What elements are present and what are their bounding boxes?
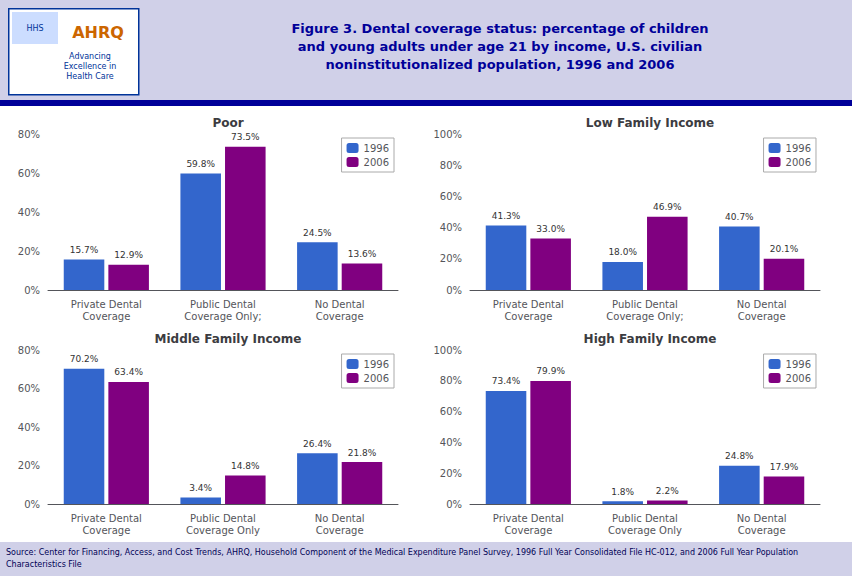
svg-text:40%: 40%: [18, 207, 40, 218]
svg-text:noninstitutionalized populatio: noninstitutionalized population, 1996 an…: [326, 57, 675, 72]
svg-text:1996: 1996: [786, 143, 811, 154]
svg-text:1996: 1996: [364, 143, 389, 154]
svg-text:33.0%: 33.0%: [536, 224, 565, 234]
svg-text:Middle Family Income: Middle Family Income: [155, 332, 302, 346]
svg-text:Coverage: Coverage: [504, 525, 552, 536]
svg-text:17.9%: 17.9%: [770, 462, 799, 472]
svg-text:63.4%: 63.4%: [114, 367, 143, 377]
svg-text:13.6%: 13.6%: [348, 249, 377, 259]
svg-text:20%: 20%: [18, 246, 40, 257]
svg-text:No Dental: No Dental: [315, 513, 365, 524]
svg-text:Source: Center for Financing,: Source: Center for Financing, Access, an…: [6, 548, 801, 557]
svg-text:Poor: Poor: [212, 116, 243, 130]
svg-text:Public Dental: Public Dental: [190, 299, 256, 310]
svg-text:80%: 80%: [440, 160, 462, 171]
svg-text:2006: 2006: [364, 157, 389, 168]
svg-text:Low Family Income: Low Family Income: [586, 116, 714, 130]
svg-text:15.7%: 15.7%: [70, 245, 99, 255]
svg-text:Public Dental: Public Dental: [190, 513, 256, 524]
svg-text:80%: 80%: [18, 129, 40, 140]
svg-text:Coverage: Coverage: [82, 311, 130, 322]
svg-text:26.4%: 26.4%: [303, 439, 332, 449]
svg-text:40%: 40%: [440, 222, 462, 233]
svg-text:Coverage Only;: Coverage Only;: [184, 311, 261, 322]
svg-text:24.5%: 24.5%: [303, 228, 332, 238]
svg-text:0%: 0%: [446, 499, 462, 510]
svg-text:20.1%: 20.1%: [770, 244, 799, 254]
svg-text:73.5%: 73.5%: [231, 132, 260, 142]
svg-text:73.4%: 73.4%: [492, 376, 521, 386]
svg-text:60%: 60%: [18, 168, 40, 179]
svg-text:Coverage Only: Coverage Only: [608, 525, 682, 536]
svg-text:Private Dental: Private Dental: [493, 299, 564, 310]
svg-text:21.8%: 21.8%: [348, 448, 377, 458]
svg-text:40.7%: 40.7%: [725, 212, 754, 222]
svg-text:1996: 1996: [786, 359, 811, 370]
svg-text:60%: 60%: [440, 191, 462, 202]
svg-text:18.0%: 18.0%: [608, 247, 637, 257]
svg-text:Figure 3. Dental coverage stat: Figure 3. Dental coverage status: percen…: [291, 21, 708, 36]
svg-text:20%: 20%: [18, 460, 40, 471]
svg-text:40%: 40%: [18, 422, 40, 433]
svg-text:Private Dental: Private Dental: [71, 513, 142, 524]
svg-text:2006: 2006: [786, 373, 811, 384]
svg-text:Public Dental: Public Dental: [612, 513, 678, 524]
svg-text:No Dental: No Dental: [737, 513, 787, 524]
svg-text:24.8%: 24.8%: [725, 451, 754, 461]
svg-text:1996: 1996: [364, 359, 389, 370]
svg-text:80%: 80%: [440, 375, 462, 386]
svg-text:60%: 60%: [440, 406, 462, 417]
svg-text:3.4%: 3.4%: [189, 483, 212, 493]
svg-text:Coverage: Coverage: [504, 311, 552, 322]
svg-text:100%: 100%: [433, 345, 462, 356]
svg-text:20%: 20%: [440, 468, 462, 479]
svg-text:Private Dental: Private Dental: [493, 513, 564, 524]
svg-text:14.8%: 14.8%: [231, 461, 260, 471]
svg-text:High Family Income: High Family Income: [584, 332, 717, 346]
svg-text:20%: 20%: [440, 253, 462, 264]
svg-text:No Dental: No Dental: [737, 299, 787, 310]
svg-text:Coverage Only: Coverage Only: [186, 525, 260, 536]
svg-text:Health Care: Health Care: [66, 72, 113, 81]
svg-text:0%: 0%: [24, 499, 40, 510]
svg-text:Coverage: Coverage: [82, 525, 130, 536]
svg-text:Coverage: Coverage: [738, 311, 786, 322]
svg-text:Coverage Only;: Coverage Only;: [606, 311, 683, 322]
svg-text:40%: 40%: [440, 437, 462, 448]
svg-text:Characteristics File: Characteristics File: [6, 560, 82, 569]
svg-text:100%: 100%: [433, 129, 462, 140]
svg-text:2.2%: 2.2%: [656, 486, 679, 496]
svg-text:Coverage: Coverage: [316, 311, 364, 322]
svg-text:46.9%: 46.9%: [653, 202, 682, 212]
svg-text:80%: 80%: [18, 345, 40, 356]
svg-text:0%: 0%: [446, 285, 462, 296]
svg-text:12.9%: 12.9%: [114, 250, 143, 260]
svg-text:Public Dental: Public Dental: [612, 299, 678, 310]
svg-text:70.2%: 70.2%: [70, 354, 99, 364]
svg-text:Coverage: Coverage: [738, 525, 786, 536]
svg-text:Coverage: Coverage: [316, 525, 364, 536]
svg-text:1.8%: 1.8%: [611, 487, 634, 497]
svg-text:Excellence in: Excellence in: [64, 62, 117, 71]
svg-text:No Dental: No Dental: [315, 299, 365, 310]
svg-text:2006: 2006: [364, 373, 389, 384]
svg-text:Advancing: Advancing: [69, 52, 111, 61]
svg-text:2006: 2006: [786, 157, 811, 168]
svg-text:0%: 0%: [24, 285, 40, 296]
svg-text:59.8%: 59.8%: [186, 159, 215, 169]
svg-text:AHRQ: AHRQ: [72, 23, 124, 42]
svg-text:and young adults under age 21: and young adults under age 21 by income,…: [298, 39, 702, 54]
svg-text:Private Dental: Private Dental: [71, 299, 142, 310]
svg-text:60%: 60%: [18, 383, 40, 394]
svg-text:79.9%: 79.9%: [536, 366, 565, 376]
svg-text:HHS: HHS: [26, 24, 43, 33]
svg-text:41.3%: 41.3%: [492, 211, 521, 221]
